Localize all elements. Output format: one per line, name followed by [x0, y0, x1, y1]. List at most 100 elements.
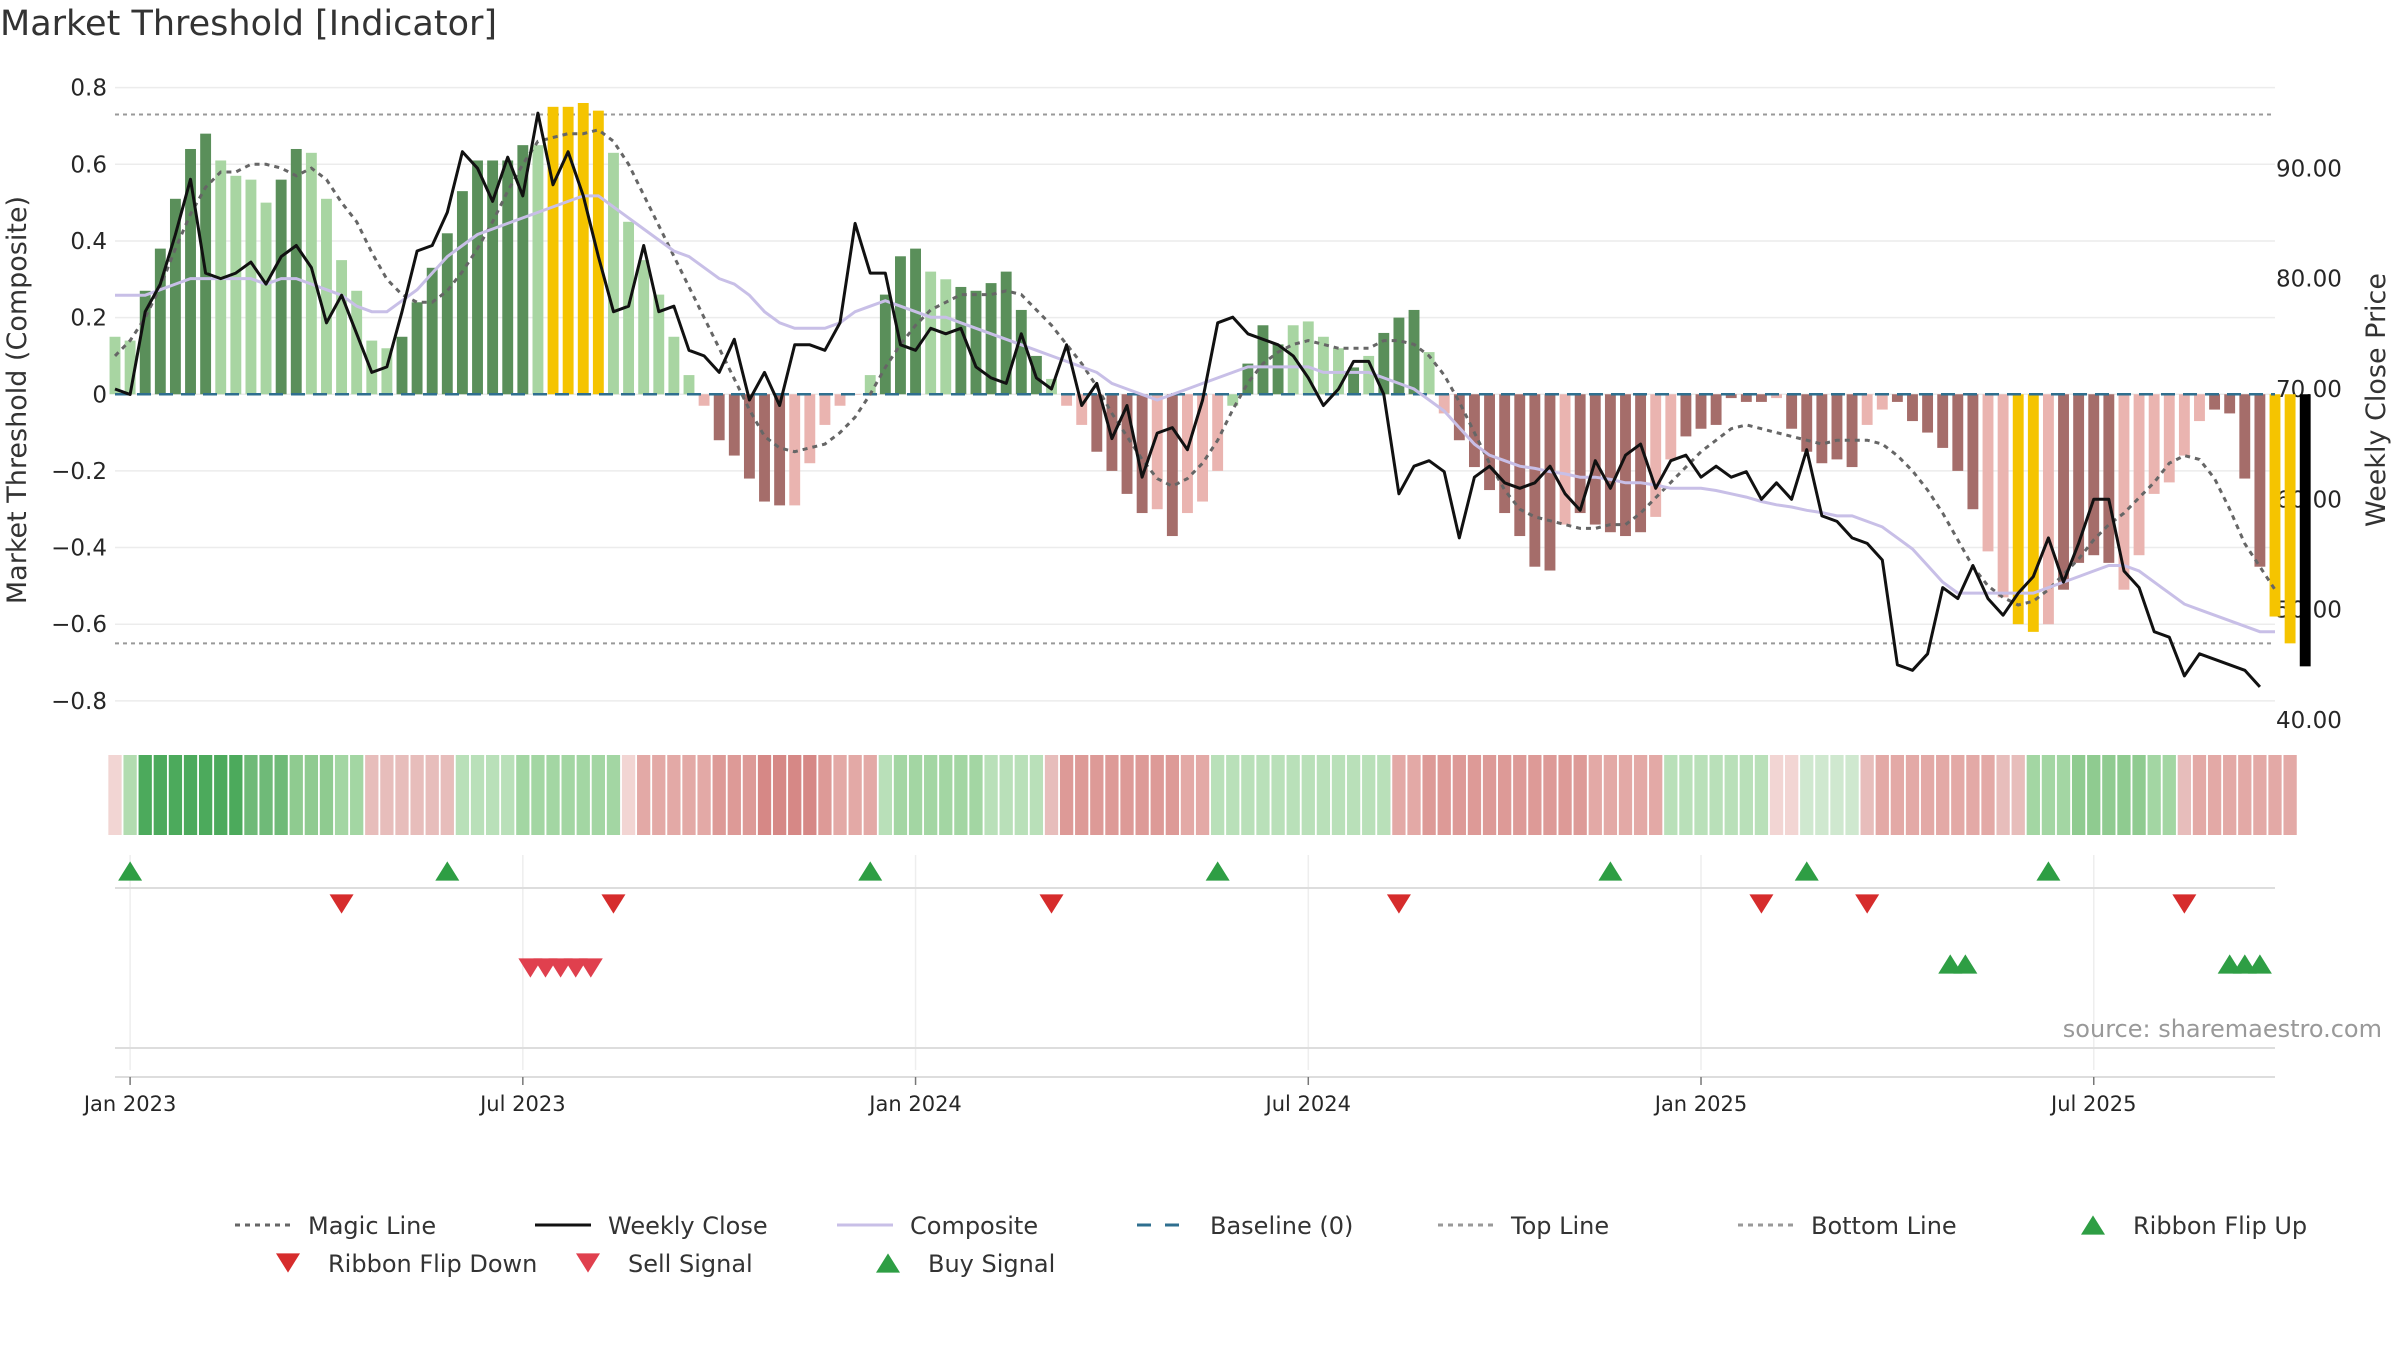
legend-swatch: [576, 1253, 600, 1273]
sell-signal-marker: [518, 958, 543, 978]
ribbon-cell: [1059, 755, 1074, 835]
ribbon-cell: [863, 755, 877, 835]
ribbon-cell: [576, 755, 590, 835]
ribbon-cell: [727, 755, 741, 835]
x-tick-label: Jul 2024: [1264, 1092, 1351, 1116]
ribbon-cell: [606, 755, 621, 835]
ribbon-cell: [1754, 755, 1769, 835]
composite-bar: [2118, 394, 2130, 590]
composite-bar: [1484, 394, 1495, 491]
composite-bar: [366, 340, 378, 395]
x-tick-label: Jan 2023: [82, 1092, 177, 1116]
composite-line: [115, 194, 2275, 634]
composite-bar: [1559, 394, 1571, 525]
composite-bar: [185, 148, 196, 395]
composite-bar: [1937, 394, 1949, 448]
composite-bar: [1151, 394, 1163, 510]
composite-bar: [1469, 394, 1480, 468]
ribbon-cell: [1679, 755, 1693, 835]
composite-bar: [1831, 394, 1843, 460]
composite-bar: [1695, 394, 1707, 429]
composite-bar: [1106, 394, 1118, 471]
composite-bar: [759, 394, 770, 502]
composite-bar: [2073, 394, 2085, 563]
composite-bar: [1997, 394, 2009, 598]
ribbon-flip-down-marker: [1039, 894, 1064, 914]
composite-bar: [623, 221, 635, 395]
legend-swatch: [276, 1253, 300, 1273]
ribbon-cell: [682, 755, 696, 835]
weekly-close-line: [114, 111, 2262, 688]
ribbon-cell: [2223, 755, 2237, 835]
ribbon-cell: [1075, 755, 1089, 835]
ribbon-cell: [304, 755, 319, 835]
composite-bar: [1166, 394, 1178, 537]
sell-signal-marker: [578, 958, 603, 978]
ribbon-cell: [1211, 755, 1225, 835]
composite-bar: [396, 336, 408, 395]
y-tick-label: 0.4: [70, 229, 107, 255]
ribbon-cell: [2011, 755, 2025, 835]
composite-bar: [1423, 352, 1435, 395]
y-tick-label: −0.6: [51, 612, 107, 638]
composite-bar: [336, 260, 348, 395]
ribbon-cell: [1739, 755, 1753, 835]
ribbon-cell: [924, 755, 938, 835]
ribbon-cell: [1150, 755, 1164, 835]
composite-bar: [1710, 394, 1722, 425]
ribbon-cell: [1422, 755, 1436, 835]
ribbon-cell: [1180, 755, 1195, 835]
ribbon-cell: [2238, 755, 2252, 835]
composite-bar: [260, 202, 272, 395]
y-tick-label: −0.2: [51, 459, 107, 485]
composite-bar: [532, 145, 544, 395]
composite-bar: [1227, 394, 1239, 406]
ribbon-cell: [395, 755, 409, 835]
composite-bar: [2058, 394, 2069, 590]
legend-label: Top Line: [1510, 1212, 1609, 1240]
ribbon-flip-down-marker: [1855, 894, 1880, 914]
composite-bar: [985, 283, 997, 395]
y-tick-label: 0.8: [70, 76, 107, 102]
ribbon-cell: [546, 755, 560, 835]
composite-bar: [1816, 394, 1828, 464]
ribbon-flip-down-marker: [601, 894, 626, 914]
y-tick-label: −0.8: [51, 689, 107, 715]
ribbon-cell: [667, 755, 681, 835]
composite-bar: [2224, 394, 2236, 414]
ribbon-cell: [1966, 755, 1980, 835]
composite-bar: [940, 279, 952, 395]
composite-bar: [1680, 394, 1692, 437]
composite-bar: [1091, 394, 1103, 452]
composite-bar: [1786, 394, 1798, 429]
ribbon-cell: [1407, 755, 1421, 835]
ribbon-flip-up-marker: [1205, 861, 1230, 881]
ribbon-cell: [1286, 755, 1300, 835]
sell-signal-marker: [533, 958, 558, 978]
ribbon-cell: [2102, 755, 2116, 835]
ribbon-cell: [153, 755, 167, 835]
composite-bar: [1393, 317, 1405, 395]
legend-label: Magic Line: [308, 1212, 436, 1240]
ribbon-cell: [2132, 755, 2146, 835]
ribbon-cell: [380, 755, 394, 835]
legend-item: Buy Signal: [876, 1250, 1055, 1278]
ribbon-cell: [1800, 755, 1814, 835]
ribbon-cell: [138, 755, 152, 835]
composite-bar: [1891, 394, 1903, 402]
ribbon-cell: [772, 755, 787, 835]
ribbon-cell: [1392, 755, 1406, 835]
buy-signal-marker: [2217, 954, 2242, 974]
y-tick-label: 0: [92, 382, 107, 408]
ribbon-cell: [818, 755, 832, 835]
ribbon-cell: [1014, 755, 1028, 835]
ribbon-flip-up-marker: [2036, 861, 2061, 881]
ribbon-cell: [2192, 755, 2207, 835]
composite-bar: [2042, 394, 2054, 625]
composite-bar: [2103, 394, 2115, 563]
ribbon-cell: [1482, 755, 1497, 835]
ribbon-cell: [1649, 755, 1663, 835]
legend-label: Composite: [910, 1212, 1038, 1240]
sell-signal-marker: [548, 958, 573, 978]
ribbon-cell: [123, 755, 137, 835]
